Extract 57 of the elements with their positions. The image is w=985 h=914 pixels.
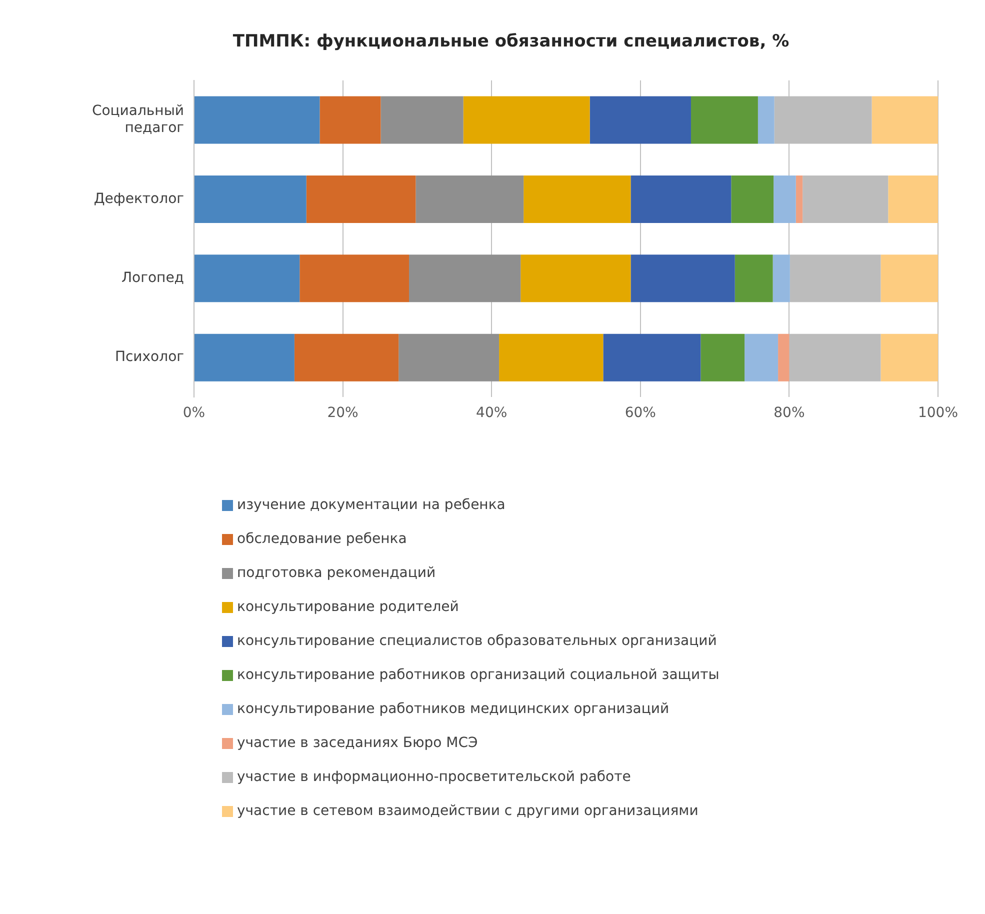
legend-label: консультирование работников медицинских организаций: [237, 701, 670, 717]
bar: [524, 175, 631, 223]
bar: [802, 175, 888, 223]
bar: [778, 334, 790, 382]
bar: [499, 334, 604, 382]
y-tick-label: Логопед: [122, 270, 184, 286]
x-tick-label: 0%: [182, 405, 206, 422]
bar: [590, 96, 691, 144]
bar: [194, 175, 306, 223]
y-tick-label: Социальный педагог: [92, 103, 184, 136]
chart-title: ТПМПК: функциональные обязанности специалистов, %: [232, 32, 790, 52]
legend-label: консультирование специалистов образовательных организаций: [237, 633, 717, 649]
bar: [380, 96, 464, 144]
x-tick-label: 100%: [918, 405, 958, 422]
legend-label: участие в сетевом взаимодействии с другими организациями: [237, 803, 698, 819]
bar: [194, 254, 300, 302]
x-tick-label: 60%: [624, 405, 656, 422]
bar: [398, 334, 500, 382]
legend-label: подготовка рекомендаций: [237, 565, 436, 581]
bar: [409, 254, 521, 302]
bar: [416, 175, 524, 223]
bar: [774, 175, 796, 223]
bar: [294, 334, 399, 382]
bar: [888, 175, 938, 223]
bar: [520, 254, 631, 302]
bar: [700, 334, 745, 382]
bar: [880, 254, 938, 302]
legend-label: консультирование родителей: [237, 599, 459, 615]
x-tick-label: 80%: [774, 405, 805, 422]
bar: [320, 96, 381, 144]
bar: [306, 175, 416, 223]
bar: [772, 254, 790, 302]
bar: [758, 96, 774, 144]
x-tick-label: 20%: [327, 405, 358, 422]
bar: [300, 254, 410, 302]
legend-label: участие в заседаниях Бюро МСЭ: [237, 735, 478, 751]
bar: [194, 96, 320, 144]
bar: [872, 96, 938, 144]
bar: [603, 334, 701, 382]
bar: [734, 254, 773, 302]
bar: [880, 334, 938, 382]
y-tick-label: Психолог: [114, 349, 184, 366]
bar: [194, 334, 294, 382]
x-tick-label: 40%: [476, 405, 508, 422]
y-tick-label: Дефектолог: [94, 190, 184, 207]
bar: [744, 334, 778, 382]
legend-label: обследование ребенка: [237, 531, 407, 547]
legend-label: участие в информационно-просветительской работе: [237, 769, 631, 785]
bar: [463, 96, 590, 144]
bar: [630, 254, 735, 302]
bar: [796, 175, 803, 223]
bar: [690, 96, 758, 144]
bar: [731, 175, 774, 223]
bar: [630, 175, 732, 223]
legend-label: изучение документации на ребенка: [237, 497, 506, 513]
legend-label: консультирование работников организаций социальной защиты: [237, 667, 720, 683]
bar: [790, 254, 881, 302]
